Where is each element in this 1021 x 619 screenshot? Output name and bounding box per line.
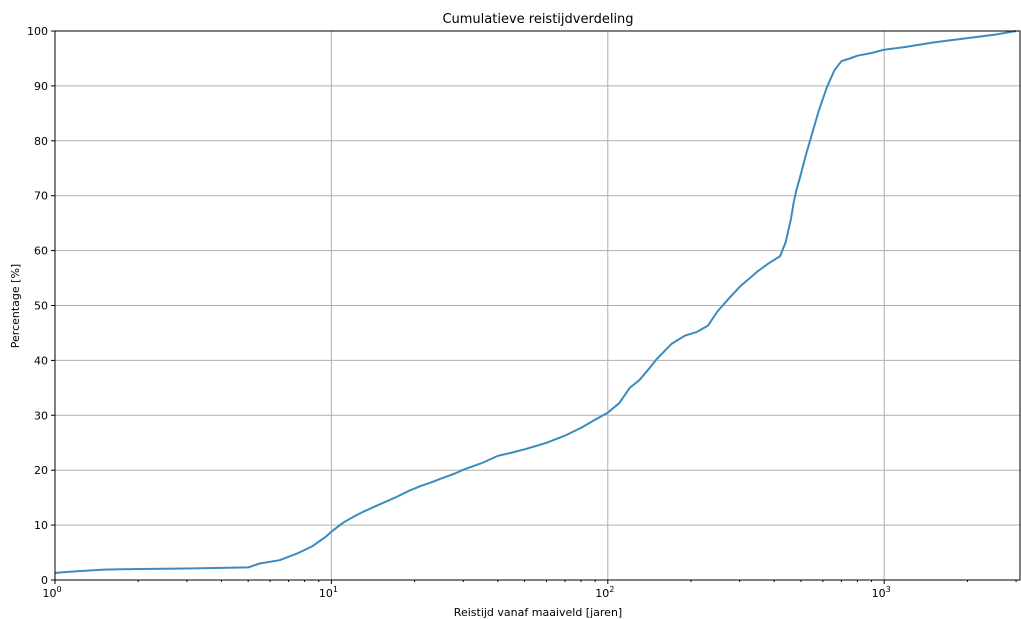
chart-title: Cumulatieve reistijdverdeling xyxy=(442,12,633,27)
y-axis-label: Percentage [%] xyxy=(9,264,22,348)
x-tick-exponent: 2 xyxy=(609,585,614,594)
x-tick-base: 10 xyxy=(319,587,333,600)
x-tick-exponent: 1 xyxy=(333,585,338,594)
y-tick-label: 50 xyxy=(34,300,48,313)
y-tick-label: 40 xyxy=(34,354,48,367)
grid-layer xyxy=(55,30,1020,581)
series-layer xyxy=(54,30,1017,574)
x-tick-label: 103 xyxy=(872,585,891,600)
x-tick-base: 10 xyxy=(42,587,56,600)
y-tick-label: 60 xyxy=(34,245,48,258)
plot-frame xyxy=(54,30,1021,581)
x-tick-exponent: 0 xyxy=(56,585,61,594)
x-tick-label: 102 xyxy=(595,585,614,600)
y-tick-label: 0 xyxy=(41,574,48,587)
y-tick-label: 10 xyxy=(34,519,48,532)
x-tick-base: 10 xyxy=(595,587,609,600)
y-tick-label: 80 xyxy=(34,135,48,148)
y-tick-label: 100 xyxy=(27,25,48,38)
y-tick-label: 90 xyxy=(34,80,48,93)
x-tick-base: 10 xyxy=(872,587,886,600)
y-tick-label: 20 xyxy=(34,464,48,477)
x-axis-label: Reistijd vanaf maaiveld [jaren] xyxy=(454,606,622,619)
series-line xyxy=(54,30,1017,574)
x-tick-label: 101 xyxy=(319,585,338,600)
y-tick-label: 70 xyxy=(34,190,48,203)
x-tick-label: 100 xyxy=(42,585,61,600)
y-tick-label: 30 xyxy=(34,409,48,422)
x-tick-exponent: 3 xyxy=(886,585,891,594)
